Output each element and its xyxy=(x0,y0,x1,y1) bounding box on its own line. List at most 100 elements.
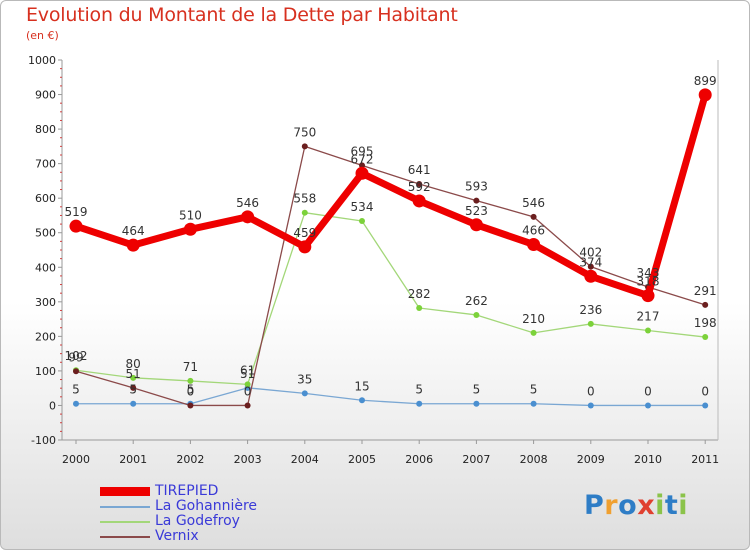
data-label: 519 xyxy=(65,205,88,219)
data-point xyxy=(530,400,537,407)
data-point xyxy=(473,400,480,407)
x-tick-label: 2009 xyxy=(577,453,605,466)
x-tick-label: 2010 xyxy=(634,453,662,466)
y-tick-label: -100 xyxy=(31,434,56,447)
data-label: 402 xyxy=(579,246,602,260)
data-point xyxy=(702,402,709,409)
y-tick-label: 0 xyxy=(49,399,56,412)
data-label: 71 xyxy=(183,360,198,374)
legend-swatch-la-godefroy xyxy=(100,521,150,523)
data-point xyxy=(584,269,598,283)
data-label: 262 xyxy=(465,294,488,308)
legend-swatch-vernix xyxy=(100,536,150,538)
data-point xyxy=(587,263,594,270)
data-point xyxy=(698,88,712,102)
logo-letter: P xyxy=(584,490,605,521)
data-point xyxy=(359,162,365,169)
logo-letter: t xyxy=(664,490,679,521)
y-tick-label: 500 xyxy=(35,227,56,240)
y-tick-label: 300 xyxy=(35,296,56,309)
data-point xyxy=(645,402,651,409)
series-line-tirepied xyxy=(72,91,709,300)
legend-swatch-la-gohanniere xyxy=(100,506,150,508)
data-label: 61 xyxy=(240,363,255,377)
y-tick-label: 1000 xyxy=(28,54,56,67)
x-tick-label: 2006 xyxy=(405,453,433,466)
data-label: 0 xyxy=(587,384,595,398)
data-label: 5 xyxy=(415,383,423,397)
data-point xyxy=(469,218,483,232)
data-point xyxy=(527,237,541,251)
data-point xyxy=(130,384,137,391)
y-tick-label: 100 xyxy=(35,365,56,378)
data-label: 464 xyxy=(122,224,145,238)
data-label: 546 xyxy=(522,196,545,210)
data-label: 672 xyxy=(351,152,374,166)
data-label: 35 xyxy=(297,372,312,386)
proxiti-logo: Proxiti xyxy=(584,490,688,521)
data-point xyxy=(187,402,194,409)
data-label: 510 xyxy=(179,208,202,222)
data-point xyxy=(69,219,83,233)
legend-label-vernix: Vernix xyxy=(155,528,199,544)
data-label: 534 xyxy=(351,200,374,214)
y-tick-label: 600 xyxy=(35,192,56,205)
data-label: 593 xyxy=(465,180,488,194)
data-label: 99 xyxy=(68,350,83,364)
data-label: 695 xyxy=(351,144,374,158)
data-label: 318 xyxy=(637,275,660,289)
logo-letter: i xyxy=(678,490,689,521)
data-point xyxy=(359,397,365,404)
data-label: 343 xyxy=(637,266,660,280)
logo-letter: x xyxy=(637,490,656,521)
data-label: 102 xyxy=(65,349,88,363)
data-label: 198 xyxy=(694,316,717,330)
y-tick-label: 200 xyxy=(35,330,56,343)
x-tick-label: 2003 xyxy=(234,453,262,466)
x-tick-label: 2005 xyxy=(348,453,376,466)
data-point xyxy=(416,305,423,312)
data-label: 546 xyxy=(236,196,259,210)
data-point xyxy=(298,240,312,254)
data-point xyxy=(187,377,194,384)
logo-letter: i xyxy=(655,490,665,521)
y-tick-label: 400 xyxy=(35,261,56,274)
data-point xyxy=(473,197,480,204)
legend-label-tirepied: TIREPIED xyxy=(155,483,219,499)
legend-swatch-tirepied xyxy=(100,487,150,496)
data-point xyxy=(645,327,651,334)
x-tick-label: 2007 xyxy=(462,453,490,466)
data-point xyxy=(587,320,594,327)
x-tick-label: 2004 xyxy=(291,453,319,466)
data-label: 282 xyxy=(408,287,431,301)
data-label: 523 xyxy=(465,204,488,218)
data-point xyxy=(530,213,537,220)
data-point xyxy=(73,368,79,375)
data-label: 80 xyxy=(126,357,141,371)
y-tick-label: 800 xyxy=(35,123,56,136)
data-point xyxy=(130,400,137,407)
data-point xyxy=(244,381,251,388)
data-label: 210 xyxy=(522,312,545,326)
data-point xyxy=(530,329,537,336)
logo-letter: o xyxy=(618,490,638,521)
data-point xyxy=(301,143,308,150)
data-point xyxy=(412,194,426,208)
series-line-la-gohannière xyxy=(75,387,706,407)
x-tick-label: 2001 xyxy=(119,453,147,466)
data-label: 5 xyxy=(72,383,80,397)
x-tick-label: 2011 xyxy=(691,453,719,466)
data-point xyxy=(702,301,709,308)
data-label: 641 xyxy=(408,163,431,177)
data-label: 5 xyxy=(129,383,137,397)
logo-letter: r xyxy=(604,490,619,521)
data-label: 459 xyxy=(293,226,316,240)
data-label: 51 xyxy=(126,367,141,381)
data-label: 0 xyxy=(644,384,652,398)
data-point xyxy=(473,311,480,318)
legend-label-la-gohanniere: La Gohannière xyxy=(155,498,258,514)
data-point xyxy=(301,390,308,397)
y-tick-label: 900 xyxy=(35,89,56,102)
data-label: 5 xyxy=(187,383,195,397)
